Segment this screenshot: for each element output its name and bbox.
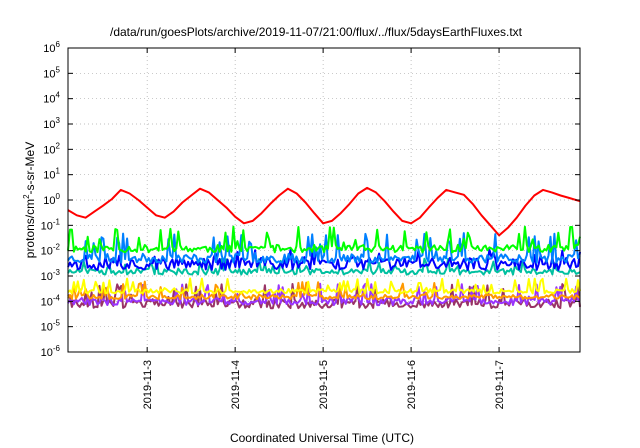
series-layer xyxy=(67,186,581,310)
y-tick-base: 10 xyxy=(43,170,55,182)
series-line xyxy=(67,277,581,295)
y-tick-base: 10 xyxy=(41,220,53,232)
y-tick-label: 10-5 xyxy=(41,319,61,334)
y-tick-exponent: 5 xyxy=(56,65,61,74)
x-tick-label: 2019-11-4 xyxy=(230,360,242,409)
x-tick-label: 2019-11-6 xyxy=(406,360,418,409)
y-tick-base: 10 xyxy=(43,195,55,207)
chart-title: /data/run/goesPlots/archive/2019-11-07/2… xyxy=(110,25,523,39)
y-tick-base: 10 xyxy=(43,144,55,156)
y-tick-exponent: -2 xyxy=(53,243,61,252)
y-tick-exponent: 0 xyxy=(56,192,61,201)
y-tick-label: 106 xyxy=(43,40,60,55)
y-tick-exponent: -6 xyxy=(53,344,61,353)
x-tick-label: 2019-11-3 xyxy=(142,360,154,409)
y-tick-labels: 10610510410310210110010-110-210-310-410-… xyxy=(41,40,61,359)
y-tick-base: 10 xyxy=(41,322,53,334)
y-tick-label: 10-1 xyxy=(41,217,61,232)
series-line xyxy=(67,248,581,271)
ticks xyxy=(68,47,580,353)
y-tick-label: 102 xyxy=(43,141,60,156)
x-tick-labels: 2019-11-3 2019-11-4 2019-11-5 2019-11-6 2019… xyxy=(142,360,506,409)
series-line xyxy=(67,280,581,301)
y-axis-label-pre: protons/cm xyxy=(23,199,37,258)
y-tick-base: 10 xyxy=(43,43,55,55)
y-tick-label: 104 xyxy=(43,91,60,106)
y-tick-base: 10 xyxy=(43,68,55,80)
y-tick-exponent: 3 xyxy=(56,116,61,125)
y-tick-label: 10-4 xyxy=(41,293,61,308)
series-line xyxy=(67,225,581,254)
y-tick-base: 10 xyxy=(41,347,53,359)
y-tick-label: 100 xyxy=(43,192,60,207)
series-line xyxy=(67,186,581,237)
y-tick-exponent: -3 xyxy=(53,268,61,277)
y-tick-base: 10 xyxy=(43,119,55,131)
y-tick-label: 10-3 xyxy=(41,268,61,283)
y-tick-exponent: -5 xyxy=(53,319,61,328)
y-axis-label-post: -s-sr-MeV xyxy=(23,142,37,195)
y-tick-base: 10 xyxy=(41,271,53,283)
y-tick-exponent: 2 xyxy=(56,141,61,150)
y-tick-base: 10 xyxy=(41,296,53,308)
series-line xyxy=(67,232,581,264)
y-tick-exponent: -4 xyxy=(53,293,61,302)
x-tick-label: 2019-11-5 xyxy=(318,360,330,409)
series-line xyxy=(67,257,581,276)
y-tick-base: 10 xyxy=(41,246,53,258)
x-tick-label: 2019-11-7 xyxy=(494,360,506,409)
y-tick-label: 10-2 xyxy=(41,243,61,258)
x-axis-label: Coordinated Universal Time (UTC) xyxy=(230,431,414,445)
y-tick-base: 10 xyxy=(43,94,55,106)
y-tick-label: 105 xyxy=(43,65,60,80)
y-tick-label: 10-6 xyxy=(41,344,61,359)
y-tick-label: 103 xyxy=(43,116,60,131)
y-tick-exponent: 4 xyxy=(56,91,61,100)
y-axis-label: protons/cm2-s-sr-MeV xyxy=(22,142,37,258)
y-tick-exponent: 1 xyxy=(56,167,61,176)
y-tick-label: 101 xyxy=(43,167,60,182)
y-tick-exponent: 6 xyxy=(56,40,61,49)
y-tick-exponent: -1 xyxy=(53,217,61,226)
y-axis-label-sup: 2 xyxy=(22,194,31,199)
